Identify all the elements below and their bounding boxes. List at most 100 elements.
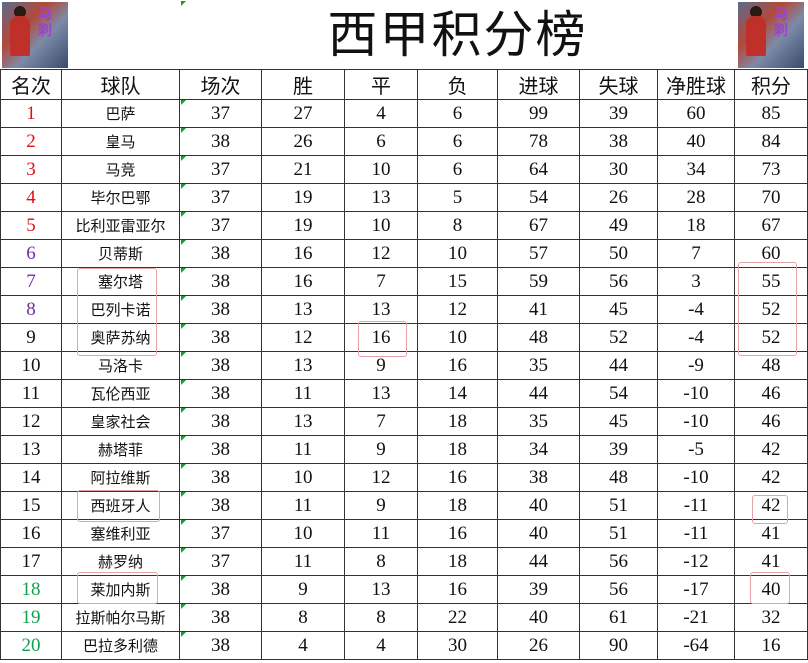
cell-team: 皇家社会 <box>90 413 151 431</box>
table-cell: 38 <box>180 128 262 155</box>
table-cell: -9 <box>658 352 735 379</box>
table-cell: 45 <box>580 296 658 323</box>
table-cell: 37 <box>180 100 262 127</box>
cell-goal-diff: -4 <box>688 298 704 320</box>
cell-drawn: 13 <box>371 186 391 208</box>
cell-goals-for: 64 <box>529 158 548 180</box>
table-cell: 拉斯帕尔马斯 <box>62 604 180 631</box>
table-cell: 52 <box>580 324 658 351</box>
table-cell: 12 <box>0 408 62 435</box>
table-cell: 13 <box>345 380 418 407</box>
cell-goals-for: 40 <box>529 494 548 516</box>
cell-rank: 12 <box>21 410 41 432</box>
table-cell: 51 <box>580 520 658 547</box>
table-cell: 85 <box>735 100 808 127</box>
table-row: 11 瓦伦西亚 38 11 13 14 44 54 -10 46 <box>0 380 808 408</box>
cell-drawn: 16 <box>371 326 391 348</box>
table-cell: 奥萨苏纳 <box>62 324 180 351</box>
cell-drawn: 11 <box>371 522 391 544</box>
table-header-row: 名次 球队 场次 胜 平 负 进球 失球 净胜球 积分 <box>0 70 808 100</box>
table-row: 5 比利亚雷亚尔 37 19 10 8 67 49 18 67 <box>0 212 808 240</box>
table-cell: 比利亚雷亚尔 <box>62 212 180 239</box>
cell-marker-icon <box>181 352 186 357</box>
table-row: 7 塞尔塔 38 16 7 15 59 56 3 55 <box>0 268 808 296</box>
cell-played: 38 <box>211 298 230 320</box>
cell-goals-against: 51 <box>609 522 628 544</box>
cell-goal-diff: 18 <box>686 214 706 236</box>
highlight-box <box>77 490 160 522</box>
table-row: 14 阿拉维斯 38 10 12 16 38 48 -10 42 <box>0 464 808 492</box>
table-cell: 46 <box>735 408 808 435</box>
cell-points: 32 <box>761 606 781 628</box>
table-cell: 56 <box>580 268 658 295</box>
table-cell: 38 <box>580 128 658 155</box>
table-cell: 8 <box>418 212 498 239</box>
table-cell: -21 <box>658 604 735 631</box>
cell-points: 52 <box>761 326 781 348</box>
cell-goals-for: 44 <box>529 382 548 404</box>
cell-marker-icon <box>181 296 186 301</box>
table-cell: 塞尔塔 <box>62 268 180 295</box>
cell-marker-icon <box>181 128 186 133</box>
cell-rank: 11 <box>21 382 41 404</box>
cell-goals-for: 35 <box>529 354 548 376</box>
cell-marker-icon <box>181 548 186 553</box>
table-row: 3 马竞 37 21 10 6 64 30 34 73 <box>0 156 808 184</box>
cell-goals-against: 39 <box>609 438 628 460</box>
table-cell: 56 <box>580 548 658 575</box>
cell-played: 38 <box>211 634 230 656</box>
cell-drawn: 9 <box>376 354 386 376</box>
cell-won: 11 <box>293 438 313 460</box>
team-logo-image-right: 马刺 <box>738 2 804 68</box>
table-cell: 9 <box>345 352 418 379</box>
table-cell: 19 <box>262 184 345 211</box>
cell-lost: 6 <box>452 158 463 180</box>
cell-points: 42 <box>761 466 781 488</box>
table-cell: 39 <box>580 436 658 463</box>
table-cell: 46 <box>735 380 808 407</box>
cell-won: 11 <box>293 494 313 516</box>
table-cell: 16 <box>262 268 345 295</box>
cell-goal-diff: -11 <box>683 494 709 516</box>
cell-drawn: 9 <box>376 494 386 516</box>
cell-team: 莱加内斯 <box>90 581 151 599</box>
table-cell: 6 <box>418 100 498 127</box>
table-cell: 39 <box>580 100 658 127</box>
table-cell: 贝蒂斯 <box>62 240 180 267</box>
table-cell: 12 <box>262 324 345 351</box>
cell-rank: 6 <box>26 242 36 264</box>
table-cell: 18 <box>418 548 498 575</box>
table-cell: 3 <box>0 156 62 183</box>
table-cell: 10 <box>0 352 62 379</box>
table-cell: 34 <box>498 436 580 463</box>
table-cell: 20 <box>0 632 62 659</box>
header-goals-for: 进球 <box>518 74 559 98</box>
table-cell: 8 <box>0 296 62 323</box>
cell-won: 4 <box>298 634 308 656</box>
cell-team: 西班牙人 <box>90 497 151 515</box>
cell-won: 13 <box>293 298 313 320</box>
table-row: 10 马洛卡 38 13 9 16 35 44 -9 48 <box>0 352 808 380</box>
table-cell: 2 <box>0 128 62 155</box>
cell-rank: 4 <box>26 186 36 208</box>
highlight-box <box>358 321 407 357</box>
table-cell: 赫塔菲 <box>62 436 180 463</box>
cell-lost: 30 <box>448 634 467 656</box>
table-cell: 6 <box>418 128 498 155</box>
cell-team: 贝蒂斯 <box>97 245 143 263</box>
table-cell: 10 <box>418 240 498 267</box>
table-cell: 44 <box>580 352 658 379</box>
cell-won: 26 <box>293 130 313 152</box>
cell-goals-against: 38 <box>609 130 628 152</box>
table-cell: 18 <box>658 212 735 239</box>
highlight-box <box>750 572 790 604</box>
table-row: 13 赫塔菲 38 11 9 18 34 39 -5 42 <box>0 436 808 464</box>
table-cell: 9 <box>345 492 418 519</box>
cell-goal-diff: 34 <box>686 158 706 180</box>
table-cell: -17 <box>658 576 735 603</box>
table-cell: 16 <box>418 520 498 547</box>
cell-won: 21 <box>293 158 313 180</box>
table-cell: 48 <box>735 352 808 379</box>
table-cell: 16 <box>735 632 808 659</box>
table-cell: 37 <box>180 548 262 575</box>
